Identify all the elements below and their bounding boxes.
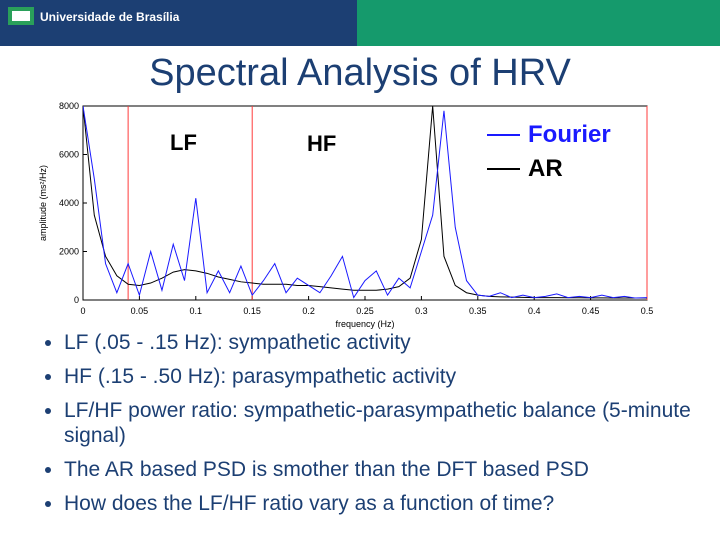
logo: [8, 7, 34, 25]
x-tick-label: 0.3: [415, 306, 428, 316]
y-tick-label: 4000: [59, 198, 79, 208]
x-tick-label: 0.1: [190, 306, 203, 316]
header: Universidade de Brasília: [0, 0, 720, 46]
x-tick-label: 0: [80, 306, 85, 316]
bullet: LF/HF power ratio: sympathetic-parasympa…: [64, 398, 714, 448]
series-line: [83, 106, 647, 299]
x-tick-label: 0.2: [302, 306, 315, 316]
x-tick-label: 0.05: [131, 306, 149, 316]
y-tick-label: 6000: [59, 150, 79, 160]
x-axis-label: frequency (Hz): [335, 319, 394, 329]
x-tick-label: 0.15: [243, 306, 261, 316]
bullet: How does the LF/HF ratio vary as a funct…: [64, 491, 714, 516]
chart: 0 2000 4000 6000 8000 0 0.05 0.1 0.15 0.2 0.25 0.3 0…: [38, 101, 654, 329]
slide-title: Spectral Analysis of HRV: [149, 52, 571, 94]
y-tick-label: 2000: [59, 247, 79, 257]
bullet: HF (.15 - .50 Hz): parasympathetic activ…: [64, 364, 714, 389]
x-tick-label: 0.4: [528, 306, 541, 316]
y-tick-label: 8000: [59, 101, 79, 111]
header-accent: [357, 0, 720, 46]
series-line: [83, 106, 647, 299]
annotation: HF: [307, 131, 336, 156]
legend-label: Fourier: [528, 121, 611, 148]
x-tick-label: 0.25: [356, 306, 374, 316]
bullet: The AR based PSD is smother than the DFT…: [64, 457, 714, 482]
x-tick-label: 0.35: [469, 306, 487, 316]
header-bar: Universidade de Brasília: [0, 0, 357, 46]
y-axis-label: amplitude (ms²/Hz): [38, 165, 48, 241]
bullet-list: LF (.05 - .15 Hz): sympathetic activity H…: [30, 330, 714, 525]
y-tick-label: 0: [74, 295, 79, 305]
bullet: LF (.05 - .15 Hz): sympathetic activity: [64, 330, 714, 355]
annotation: LF: [170, 130, 197, 155]
x-tick-label: 0.5: [641, 306, 654, 316]
x-tick-label: 0.45: [582, 306, 600, 316]
institution: Universidade de Brasília: [40, 10, 180, 24]
legend-label: AR: [528, 155, 563, 182]
